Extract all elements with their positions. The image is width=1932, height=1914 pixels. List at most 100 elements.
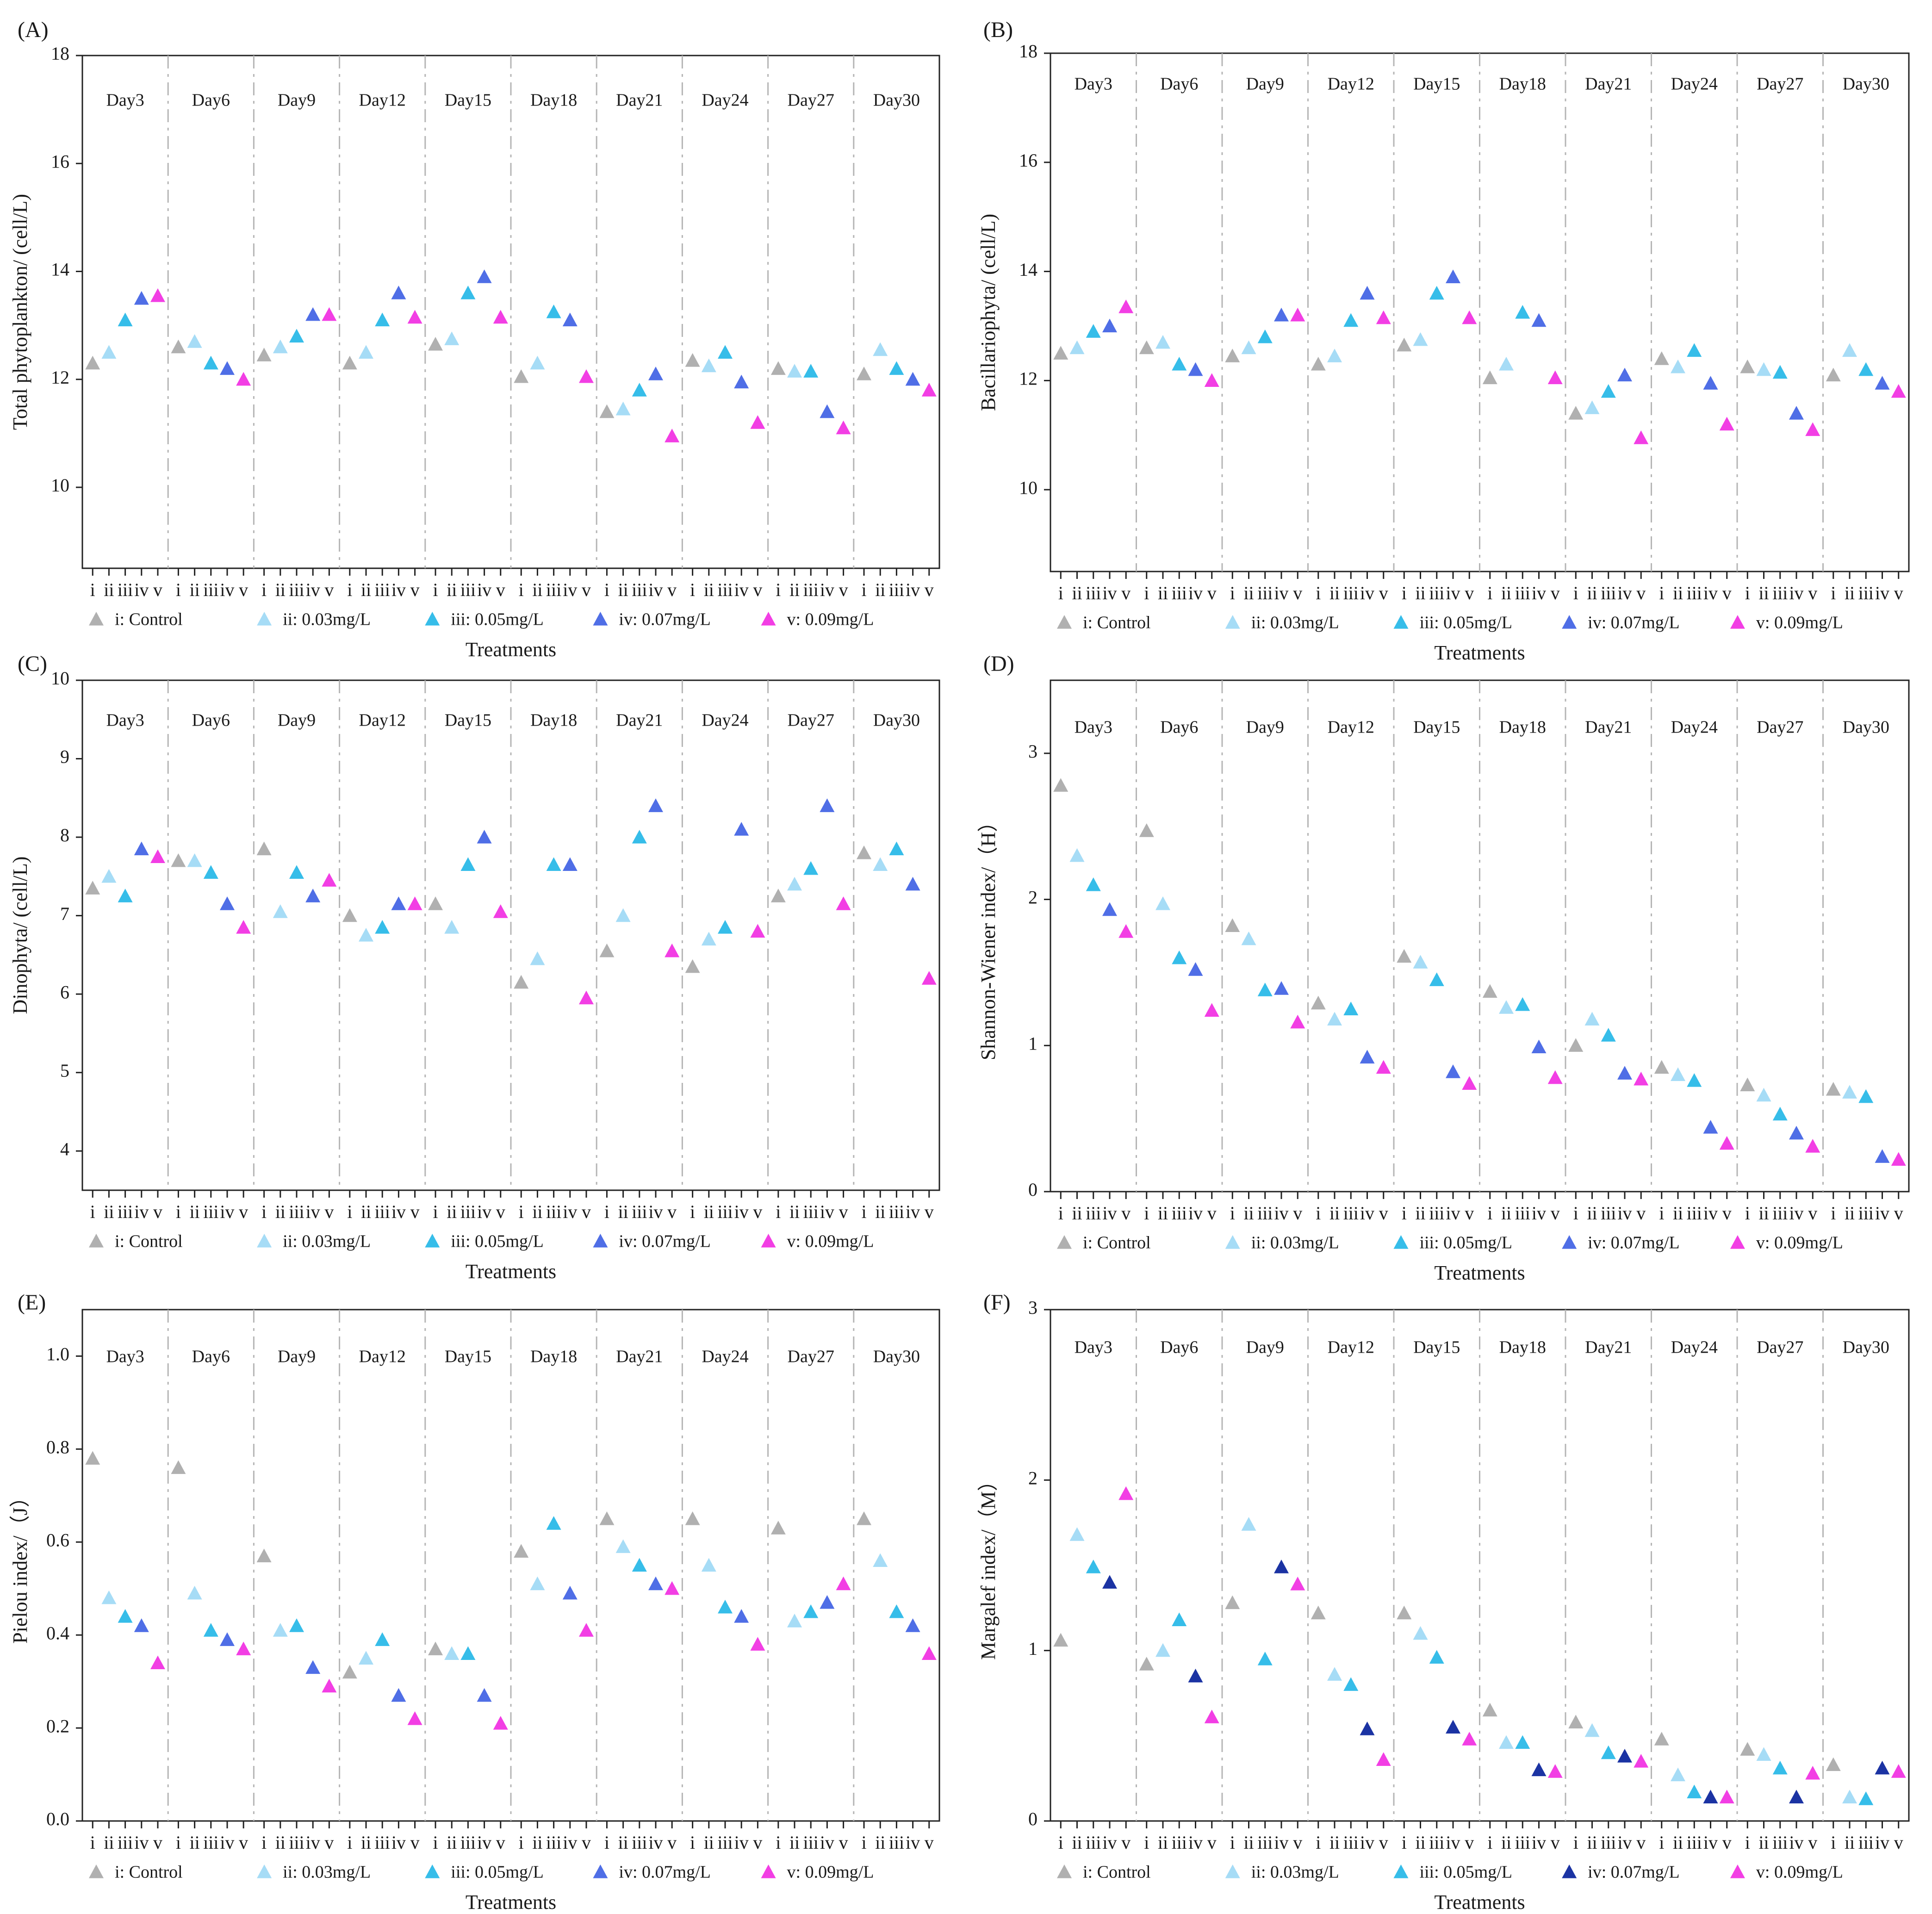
- x-tick-label: ii: [275, 1832, 286, 1853]
- x-tick-label: i: [1487, 583, 1492, 603]
- data-point: [1343, 313, 1359, 327]
- data-point: [1413, 332, 1428, 346]
- data-point: [1086, 324, 1101, 338]
- data-point: [1225, 1595, 1240, 1610]
- x-tick-label: ii: [104, 1201, 114, 1222]
- day-label: Day12: [1328, 75, 1374, 94]
- x-tick-label: iv: [1532, 1203, 1546, 1224]
- legend-marker: [1562, 615, 1577, 629]
- data-point: [1311, 1605, 1326, 1620]
- data-point: [1311, 357, 1326, 371]
- x-tick-label: iii: [889, 1832, 904, 1853]
- data-point: [1805, 1765, 1820, 1780]
- x-tick-label: v: [496, 1832, 505, 1853]
- x-tick-label: iv: [1446, 583, 1460, 603]
- y-tick-label: 3: [1028, 1297, 1037, 1318]
- x-tick-label: v: [925, 1201, 934, 1222]
- day-label: Day15: [1413, 75, 1460, 94]
- data-point: [1086, 1560, 1101, 1573]
- data-point: [1740, 359, 1755, 373]
- x-tick-label: v: [667, 1201, 677, 1222]
- data-point: [1789, 1125, 1804, 1140]
- x-tick-label: ii: [1329, 583, 1340, 603]
- data-point: [1118, 299, 1134, 313]
- day-label: Day24: [1671, 75, 1718, 94]
- day-label: Day24: [702, 91, 748, 110]
- y-tick-label: 16: [1019, 150, 1037, 171]
- x-tick-label: ii: [704, 579, 714, 600]
- data-point: [203, 865, 218, 879]
- day-label: Day3: [106, 711, 144, 730]
- x-tick-label: iv: [1188, 1832, 1203, 1853]
- data-point: [407, 896, 422, 910]
- x-tick-label: ii: [875, 1201, 885, 1222]
- data-point: [1139, 340, 1154, 354]
- day-label: Day9: [278, 91, 316, 110]
- data-point: [1274, 981, 1289, 995]
- x-tick-label: v: [239, 1832, 248, 1853]
- x-tick-label: ii: [789, 1832, 800, 1853]
- panel-label: (F): [983, 1290, 1011, 1315]
- x-tick-label: i: [261, 579, 267, 600]
- day-label: Day3: [106, 91, 144, 110]
- day-label: Day21: [616, 711, 663, 730]
- x-tick-label: i: [1230, 1203, 1235, 1224]
- x-tick-label: iii: [1772, 1832, 1788, 1853]
- data-point: [562, 857, 578, 871]
- data-point: [562, 1585, 578, 1600]
- data-point: [1274, 307, 1289, 322]
- data-point: [1756, 362, 1771, 376]
- x-tick-label: iv: [820, 579, 834, 600]
- day-label: Day3: [1075, 718, 1112, 737]
- data-point: [1257, 329, 1273, 343]
- data-point: [873, 342, 888, 356]
- data-point: [1547, 370, 1563, 385]
- data-point: [1102, 1575, 1117, 1589]
- data-point: [921, 971, 937, 985]
- day-label: Day24: [702, 711, 748, 730]
- data-point: [1772, 1106, 1788, 1121]
- y-tick-label: 0.6: [46, 1529, 69, 1550]
- data-point: [836, 420, 851, 435]
- x-tick-label: iii: [717, 1201, 733, 1222]
- x-tick-label: v: [582, 1201, 591, 1222]
- panel-label: (C): [18, 652, 47, 676]
- x-tick-label: iii: [1343, 1203, 1359, 1224]
- x-tick-label: i: [90, 1201, 95, 1222]
- data-point: [391, 1688, 406, 1702]
- x-tick-label: i: [261, 1201, 267, 1222]
- x-tick-label: i: [776, 1201, 781, 1222]
- data-point: [1687, 1073, 1702, 1087]
- data-point: [1445, 269, 1460, 283]
- x-tick-label: iii: [1515, 583, 1530, 603]
- data-point: [530, 951, 545, 965]
- data-point: [1719, 1790, 1734, 1804]
- x-tick-label: iii: [717, 579, 733, 600]
- data-point: [1290, 1577, 1305, 1591]
- data-point: [1482, 984, 1497, 998]
- legend-label: ii: 0.03mg/L: [283, 1232, 371, 1251]
- day-label: Day21: [1585, 718, 1632, 737]
- x-tick-label: v: [1894, 1832, 1903, 1853]
- data-point: [428, 336, 443, 351]
- x-tick-label: v: [1636, 1832, 1646, 1853]
- day-label: Day30: [873, 1347, 920, 1367]
- x-tick-label: i: [1487, 1832, 1492, 1853]
- data-point: [1584, 400, 1600, 414]
- x-tick-label: iv: [220, 1832, 234, 1853]
- data-point: [1654, 1732, 1669, 1746]
- data-point: [1719, 1136, 1734, 1150]
- data-point: [1311, 995, 1326, 1010]
- y-tick-label: 14: [51, 259, 69, 280]
- x-tick-label: iv: [1102, 1203, 1117, 1224]
- legend-label: i: Control: [115, 610, 183, 629]
- x-tick-label: iii: [1858, 1203, 1874, 1224]
- x-tick-label: iii: [803, 579, 819, 600]
- x-tick-label: ii: [875, 579, 885, 600]
- data-point: [578, 1623, 594, 1637]
- data-point: [219, 896, 235, 910]
- day-label: Day15: [1413, 1338, 1460, 1357]
- day-label: Day6: [192, 1347, 230, 1367]
- legend-marker: [1393, 1864, 1409, 1878]
